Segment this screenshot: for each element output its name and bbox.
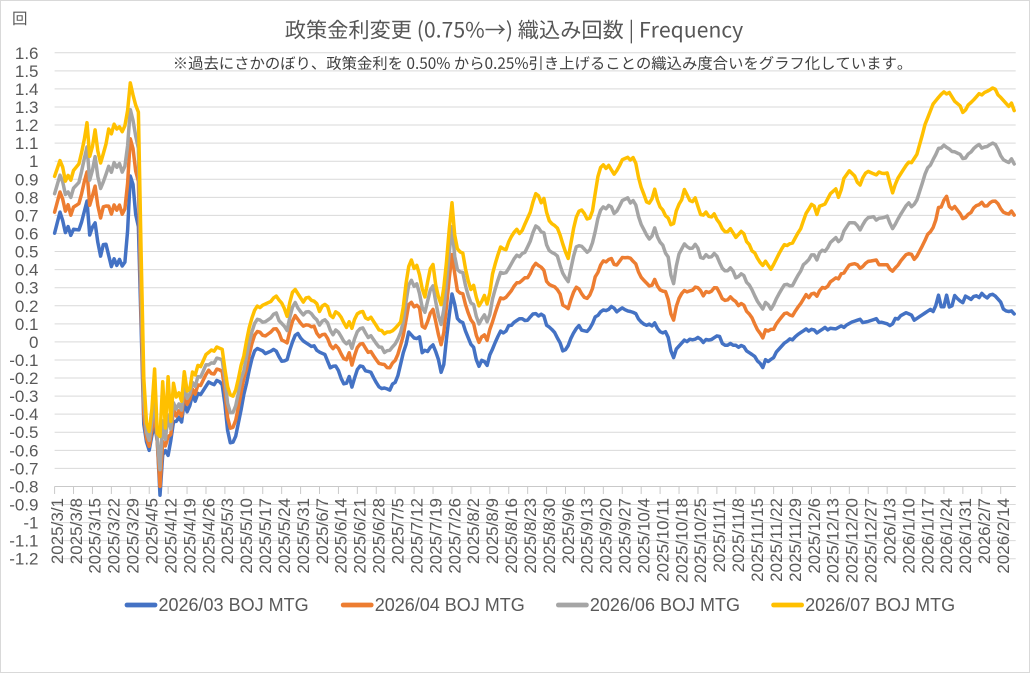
- svg-text:2025/9/6: 2025/9/6: [559, 498, 578, 564]
- svg-text:0: 0: [29, 333, 38, 352]
- svg-text:0.1: 0.1: [15, 315, 39, 334]
- svg-text:2025/8/30: 2025/8/30: [540, 498, 559, 574]
- svg-text:0.4: 0.4: [15, 261, 39, 280]
- svg-text:0.7: 0.7: [15, 206, 39, 225]
- svg-text:2025/4/12: 2025/4/12: [161, 498, 180, 574]
- svg-text:2025/4/26: 2025/4/26: [199, 498, 218, 574]
- svg-text:2025/10/4: 2025/10/4: [635, 498, 654, 574]
- svg-text:2025/8/2: 2025/8/2: [464, 498, 483, 564]
- svg-text:-0.1: -0.1: [9, 351, 38, 370]
- svg-text:2025/8/9: 2025/8/9: [483, 498, 502, 564]
- svg-text:-0.2: -0.2: [9, 369, 38, 388]
- svg-text:2025/4/5: 2025/4/5: [143, 498, 162, 564]
- svg-text:-0.4: -0.4: [9, 405, 38, 424]
- svg-text:2026/03 BOJ MTG: 2026/03 BOJ MTG: [159, 595, 309, 615]
- svg-text:2026/06 BOJ MTG: 2026/06 BOJ MTG: [590, 595, 740, 615]
- svg-text:2025/6/14: 2025/6/14: [332, 498, 351, 574]
- svg-text:2025/3/1: 2025/3/1: [48, 498, 67, 564]
- svg-text:2025/8/23: 2025/8/23: [521, 498, 540, 574]
- svg-text:0.9: 0.9: [15, 170, 39, 189]
- svg-text:2025/12/13: 2025/12/13: [824, 498, 843, 583]
- svg-text:2025/7/26: 2025/7/26: [445, 498, 464, 574]
- svg-text:2026/1/24: 2026/1/24: [937, 498, 956, 574]
- svg-text:2025/7/5: 2025/7/5: [389, 498, 408, 564]
- svg-text:0.2: 0.2: [15, 297, 39, 316]
- svg-text:-1.1: -1.1: [9, 532, 38, 551]
- svg-text:2025/10/25: 2025/10/25: [691, 498, 710, 583]
- svg-text:0.8: 0.8: [15, 188, 39, 207]
- svg-text:2025/7/19: 2025/7/19: [426, 498, 445, 574]
- svg-text:2025/6/28: 2025/6/28: [370, 498, 389, 574]
- svg-text:2025/9/27: 2025/9/27: [616, 498, 635, 574]
- svg-text:2025/5/10: 2025/5/10: [237, 498, 256, 574]
- svg-text:-0.5: -0.5: [9, 423, 38, 442]
- svg-text:-0.7: -0.7: [9, 459, 38, 478]
- svg-text:1.5: 1.5: [15, 62, 39, 81]
- svg-text:2026/1/31: 2026/1/31: [956, 498, 975, 574]
- svg-text:2025/5/31: 2025/5/31: [294, 498, 313, 574]
- svg-text:2025/12/27: 2025/12/27: [862, 498, 881, 583]
- svg-text:2026/1/10: 2026/1/10: [899, 498, 918, 574]
- svg-text:2025/9/13: 2025/9/13: [578, 498, 597, 574]
- svg-text:1: 1: [29, 152, 38, 171]
- svg-text:2025/3/29: 2025/3/29: [124, 498, 143, 574]
- svg-text:2025/5/24: 2025/5/24: [275, 498, 294, 574]
- svg-text:1.2: 1.2: [15, 116, 39, 135]
- svg-text:0.5: 0.5: [15, 243, 39, 262]
- svg-text:2025/12/6: 2025/12/6: [805, 498, 824, 574]
- svg-text:2026/1/17: 2026/1/17: [918, 498, 937, 574]
- svg-text:2025/6/21: 2025/6/21: [351, 498, 370, 574]
- svg-text:2025/4/19: 2025/4/19: [180, 498, 199, 574]
- svg-text:2026/2/14: 2026/2/14: [994, 498, 1013, 574]
- svg-text:2026/2/7: 2026/2/7: [975, 498, 994, 564]
- svg-text:-0.6: -0.6: [9, 441, 38, 460]
- svg-text:2025/11/1: 2025/11/1: [710, 498, 729, 572]
- svg-text:-0.3: -0.3: [9, 387, 38, 406]
- svg-text:0.3: 0.3: [15, 279, 39, 298]
- svg-text:2025/7/12: 2025/7/12: [407, 498, 426, 574]
- svg-text:0.6: 0.6: [15, 225, 39, 244]
- svg-text:2025/10/11: 2025/10/11: [653, 498, 672, 582]
- svg-text:-1: -1: [23, 514, 38, 533]
- svg-text:2025/6/7: 2025/6/7: [313, 498, 332, 564]
- svg-text:2025/5/3: 2025/5/3: [218, 498, 237, 564]
- svg-text:2025/11/29: 2025/11/29: [786, 498, 805, 582]
- svg-text:2026/04 BOJ MTG: 2026/04 BOJ MTG: [375, 595, 525, 615]
- svg-text:2025/8/16: 2025/8/16: [502, 498, 521, 574]
- svg-text:2025/12/20: 2025/12/20: [843, 498, 862, 583]
- svg-text:-0.9: -0.9: [9, 496, 38, 515]
- svg-text:-1.2: -1.2: [9, 550, 38, 569]
- svg-text:2025/11/8: 2025/11/8: [729, 498, 748, 572]
- svg-text:2026/07 BOJ MTG: 2026/07 BOJ MTG: [805, 595, 955, 615]
- svg-text:2025/9/20: 2025/9/20: [597, 498, 616, 574]
- svg-text:2025/11/15: 2025/11/15: [748, 498, 767, 582]
- svg-text:1.3: 1.3: [15, 98, 39, 117]
- svg-text:2025/3/8: 2025/3/8: [67, 498, 86, 564]
- svg-text:1.4: 1.4: [15, 80, 39, 99]
- svg-text:2025/5/17: 2025/5/17: [256, 498, 275, 574]
- svg-text:1.6: 1.6: [15, 44, 39, 63]
- svg-text:2025/3/15: 2025/3/15: [86, 498, 105, 574]
- svg-text:2025/10/18: 2025/10/18: [672, 498, 691, 583]
- svg-text:2025/11/22: 2025/11/22: [767, 498, 786, 582]
- svg-text:2025/3/22: 2025/3/22: [105, 498, 124, 574]
- svg-text:2026/1/3: 2026/1/3: [881, 498, 900, 564]
- svg-text:-0.8: -0.8: [9, 478, 38, 497]
- svg-text:1.1: 1.1: [15, 134, 39, 153]
